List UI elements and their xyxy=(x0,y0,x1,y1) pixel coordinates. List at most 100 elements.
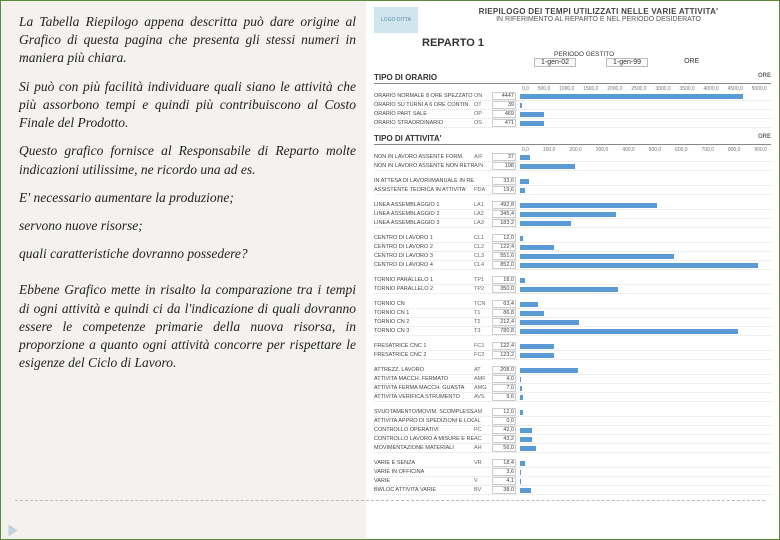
chart-row: TORNIO PARALLELO 1TP118,0 xyxy=(374,276,771,285)
chart-row: TORNIO PARALLELO 2TP2350,0 xyxy=(374,285,771,294)
bar-area xyxy=(520,253,771,260)
row-value: 122,4 xyxy=(492,342,516,350)
row-label: FRESATRICE CNC 2 xyxy=(374,352,474,358)
bar xyxy=(520,428,532,433)
row-value: 183,2 xyxy=(492,219,516,227)
row-label: NON IN LAVORO ASSENTE FORM. xyxy=(374,154,474,160)
chart-row: CENTRO DI LAVORO 2CL2122,4 xyxy=(374,243,771,252)
row-value: 38,0 xyxy=(492,486,516,494)
row-code: PDA xyxy=(474,187,492,193)
row-label: TORNIO PARALLELO 2 xyxy=(374,286,474,292)
chart-row: CONTROLLO LAVORO A MISURE E REGISTRAZION… xyxy=(374,435,771,444)
row-code: CL4 xyxy=(474,262,492,268)
chart-row: VARIEV4,1 xyxy=(374,477,771,486)
chart-row: BWLOC ATTIVITA VARIEBV38,0 xyxy=(374,486,771,495)
bar-area xyxy=(520,262,771,269)
row-label: TORNIO CN 2 xyxy=(374,319,474,325)
bar-area xyxy=(520,385,771,392)
chart-row: MOVIMENTAZIONE MATERIALIAH56,0 xyxy=(374,444,771,453)
row-value: 3,6 xyxy=(492,468,516,476)
paragraph: Questo grafico fornisce al Responsabile … xyxy=(19,142,356,178)
row-value: 18,4 xyxy=(492,459,516,467)
row-value: 63,4 xyxy=(492,300,516,308)
department-name: REPARTO 1 xyxy=(422,37,771,49)
row-label: CENTRO DI LAVORO 4 xyxy=(374,262,474,268)
chart-row: TORNIO CNTCN63,4 xyxy=(374,300,771,309)
bar-area xyxy=(520,277,771,284)
bar xyxy=(520,245,554,250)
row-label: CENTRO DI LAVORO 3 xyxy=(374,253,474,259)
bar-area xyxy=(520,427,771,434)
row-code: AVS xyxy=(474,394,492,400)
paragraph: servono nuove risorse; xyxy=(19,217,356,235)
bar xyxy=(520,212,616,217)
bar-area xyxy=(520,301,771,308)
row-code: LA3 xyxy=(474,220,492,226)
row-label: FRESATRICE CNC 1 xyxy=(374,343,474,349)
row-value: 469 xyxy=(492,110,516,118)
chart-tipo-orario: TIPO DI ORARIO ORE 0,0500,01000,01500,02… xyxy=(374,73,771,128)
row-label: ORARIO STRAORDINARIO xyxy=(374,120,474,126)
bar-area xyxy=(520,394,771,401)
row-value: 33,6 xyxy=(492,177,516,185)
bar xyxy=(520,94,743,99)
row-value: 43,2 xyxy=(492,435,516,443)
chart-row: TORNIO CN 2T2212,4 xyxy=(374,318,771,327)
row-code: CL1 xyxy=(474,235,492,241)
row-code: CL2 xyxy=(474,244,492,250)
bar xyxy=(520,353,554,358)
bar xyxy=(520,446,536,451)
row-value: 350,0 xyxy=(492,285,516,293)
bar-area xyxy=(520,352,771,359)
bar-area xyxy=(520,211,771,218)
row-label: VARIE xyxy=(374,478,474,484)
bar-area xyxy=(520,367,771,374)
bar xyxy=(520,386,522,391)
bar xyxy=(520,395,523,400)
row-value: 345,4 xyxy=(492,210,516,218)
chart-row: FRESATRICE CNC 1FC1122,4 xyxy=(374,342,771,351)
bar xyxy=(520,164,575,169)
bar-area xyxy=(520,187,771,194)
row-label: ASSISTENTE TEORICA IN ATTIVITA' xyxy=(374,187,474,193)
bar-area xyxy=(520,436,771,443)
row-code: FC2 xyxy=(474,352,492,358)
row-code: CL3 xyxy=(474,253,492,259)
explanatory-text-panel: La Tabella Riepilogo appena descritta pu… xyxy=(1,1,366,539)
chart-row: TORNIO CN 1T186,8 xyxy=(374,309,771,318)
bar xyxy=(520,479,521,484)
bar xyxy=(520,112,544,117)
paragraph: E' necessario aumentare la produzione; xyxy=(19,189,356,207)
row-value: 551,6 xyxy=(492,252,516,260)
row-value: 780,8 xyxy=(492,327,516,335)
row-value: 492,8 xyxy=(492,201,516,209)
paragraph: Si può con più facilità individuare qual… xyxy=(19,78,356,133)
chart-row: LINEA ASSEMBLAGGIO 1LA1492,8 xyxy=(374,201,771,210)
bar-area xyxy=(520,487,771,494)
row-code: V xyxy=(474,478,492,484)
row-value: 198 xyxy=(492,162,516,170)
bar xyxy=(520,488,531,493)
bar xyxy=(520,329,738,334)
bar xyxy=(520,203,657,208)
row-value: 7,0 xyxy=(492,384,516,392)
row-code: AMG xyxy=(474,385,492,391)
company-logo: LOGO DITTA xyxy=(374,7,418,33)
bar xyxy=(520,221,571,226)
row-label: ATTREZZ. LAVORO xyxy=(374,367,474,373)
row-value: 4,0 xyxy=(492,375,516,383)
paragraph: quali caratteristiche dovranno possedere… xyxy=(19,245,356,263)
row-label: CENTRO DI LAVORO 2 xyxy=(374,244,474,250)
row-label: BWLOC ATTIVITA VARIE xyxy=(374,487,474,493)
chart-row: FRESATRICE CNC 2FC2123,2 xyxy=(374,351,771,360)
row-label: SVUOTAMENTO/MOVIM. SCOMPLESSA xyxy=(374,409,474,415)
bar xyxy=(520,368,578,373)
row-code: AH xyxy=(474,445,492,451)
bar-area xyxy=(520,120,771,127)
bar xyxy=(520,263,758,268)
bar xyxy=(520,236,523,241)
row-code: T2 xyxy=(474,319,492,325)
bar-area xyxy=(520,376,771,383)
row-code: TP1 xyxy=(474,277,492,283)
row-label: CONTROLLO LAVORO A MISURE E REGISTRAZION… xyxy=(374,436,474,442)
